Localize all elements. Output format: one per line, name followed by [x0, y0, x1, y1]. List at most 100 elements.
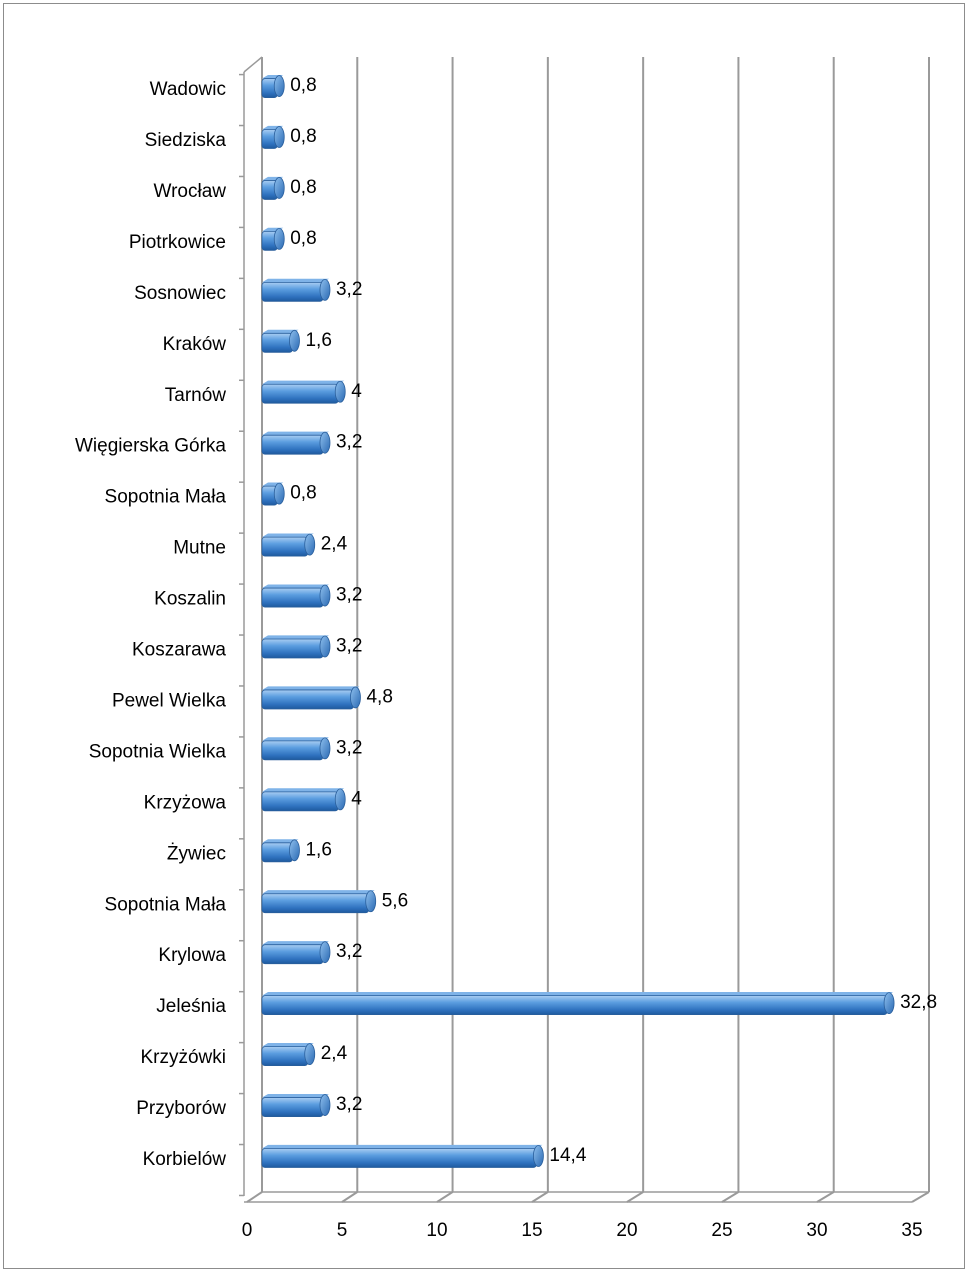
bar-top-face [262, 329, 299, 334]
bar-end-cap [273, 126, 285, 148]
bar [261, 434, 324, 455]
data-label: 3,2 [336, 432, 362, 453]
data-label: 1,6 [305, 330, 331, 351]
category-label: Korbielów [143, 1149, 227, 1170]
data-label: 0,8 [290, 483, 316, 504]
bar-top-face [262, 584, 329, 589]
bar [261, 587, 324, 608]
bar-top-face [262, 839, 299, 843]
bar [261, 893, 370, 914]
bar-end-cap [883, 992, 895, 1015]
data-label: 4 [351, 788, 362, 809]
bar-top-face [262, 941, 329, 945]
data-label: 4 [351, 381, 362, 402]
bar-end-cap [273, 227, 285, 250]
x-tick-label: 35 [901, 1220, 922, 1241]
bar-end-cap [334, 380, 346, 403]
bar-top-face [262, 533, 314, 538]
x-tick-label: 25 [711, 1220, 732, 1241]
bar [261, 944, 324, 965]
x-tick-label: 20 [616, 1220, 637, 1241]
category-label: Kraków [163, 334, 227, 355]
category-label: Krzyżówki [140, 1047, 226, 1068]
data-label: 2,4 [321, 534, 348, 555]
bar-end-cap [350, 686, 361, 709]
data-label: 3,2 [336, 941, 362, 962]
bar-top-face [262, 890, 375, 894]
bar-top-face [262, 1093, 329, 1098]
category-label: Pewel Wielka [112, 690, 226, 711]
data-label: 0,8 [290, 126, 316, 147]
category-label: Wadowic [150, 79, 226, 100]
data-label: 0,8 [290, 177, 316, 198]
category-label: Więgierska Górka [75, 436, 226, 457]
bar-top-face [262, 380, 345, 385]
bar-end-cap [289, 839, 300, 862]
bar-chart: 0 5 10 15 20 25 30 35 Korbielów 14,4 Przyborów 3,2 K… [75, 56, 937, 1241]
bar [261, 332, 293, 353]
chart-frame: 0 5 10 15 20 25 30 35 Korbielów 14,4 Przyborów 3,2 K… [3, 3, 965, 1269]
floor-gridline [911, 1191, 930, 1203]
data-label: 3,2 [336, 636, 362, 657]
bar [261, 1148, 537, 1168]
bar [261, 536, 309, 557]
bar-end-cap [304, 1043, 316, 1065]
category-label: Krylowa [158, 945, 226, 966]
bar-end-cap [273, 177, 285, 199]
bar-end-cap [319, 635, 331, 658]
bar-end-cap [289, 329, 300, 352]
bar [261, 383, 339, 404]
data-label: 3,2 [336, 585, 362, 606]
bar [261, 842, 293, 863]
bar [261, 281, 324, 302]
x-tick-label: 30 [806, 1220, 827, 1241]
data-label: 3,2 [336, 279, 362, 300]
category-label: Koszarawa [132, 640, 226, 661]
bar [261, 638, 324, 659]
category-label: Tarnów [165, 385, 227, 406]
bar-end-cap [319, 737, 331, 760]
bar-end-cap [334, 788, 346, 811]
floor-gridline [341, 1191, 358, 1203]
x-tick-label: 5 [337, 1220, 348, 1241]
category-label: Krzyżowa [144, 792, 227, 813]
data-label: 1,6 [305, 839, 331, 860]
category-label: Wrocław [154, 181, 227, 202]
bar-top-face [262, 635, 329, 639]
floor-gridline [626, 1191, 644, 1203]
bar-end-cap [319, 431, 331, 454]
x-tick-label: 15 [521, 1220, 542, 1241]
bar-top-face [262, 431, 329, 436]
bar [261, 995, 888, 1016]
floor-gridline [436, 1191, 454, 1203]
bar [261, 1046, 309, 1066]
bar-end-cap [319, 584, 331, 607]
bar-top-face [262, 737, 329, 741]
bar-top-face [262, 1043, 314, 1047]
bar [261, 689, 354, 710]
floor-gridline [246, 1191, 263, 1203]
category-label: Żywiec [167, 843, 226, 864]
bar-end-cap [273, 75, 285, 97]
category-label: Sopotnia Mała [105, 487, 227, 508]
category-label: Piotrkowice [129, 232, 226, 253]
category-label: Przyborów [136, 1098, 226, 1119]
y-axis-top-edge [243, 56, 263, 73]
bar-end-cap [365, 890, 377, 913]
bar-end-cap [319, 941, 331, 964]
floor-gridline [721, 1191, 739, 1203]
bar [261, 740, 324, 761]
data-label: 14,4 [549, 1145, 586, 1166]
bar-top-face [262, 1144, 543, 1149]
category-label: Sopotnia Wielka [89, 741, 227, 762]
data-label: 0,8 [290, 228, 316, 249]
bar-top-face [262, 278, 329, 283]
data-label: 0,8 [290, 75, 316, 96]
data-label: 4,8 [366, 686, 392, 707]
category-label: Siedziska [145, 130, 227, 151]
bar-end-cap [319, 1094, 331, 1116]
x-tick-label: 10 [426, 1220, 447, 1241]
data-label: 3,2 [336, 1094, 362, 1115]
category-label: Mutne [173, 538, 226, 559]
data-label: 32,8 [900, 992, 937, 1013]
